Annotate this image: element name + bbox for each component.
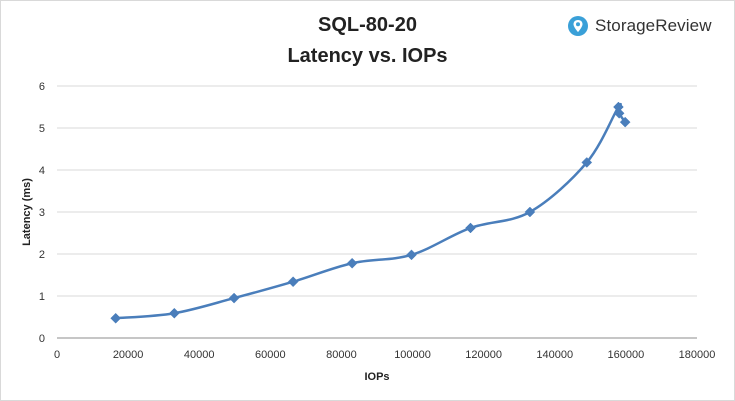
storagereview-logo-icon bbox=[568, 16, 588, 36]
series-markers bbox=[110, 101, 631, 324]
data-point-marker bbox=[287, 276, 299, 288]
x-axis-label: IOPs bbox=[364, 371, 389, 383]
data-point-marker bbox=[110, 312, 122, 324]
logo-text: StorageReview bbox=[595, 16, 712, 35]
y-tick-label: 0 bbox=[39, 333, 45, 345]
y-tick-label: 4 bbox=[39, 165, 45, 177]
data-point-marker bbox=[465, 222, 476, 234]
data-point-marker bbox=[581, 157, 593, 168]
x-tick-label: 60000 bbox=[255, 349, 286, 361]
y-tick-label: 3 bbox=[39, 207, 45, 219]
x-tick-label: 120000 bbox=[465, 349, 502, 361]
y-tick-label: 2 bbox=[39, 249, 45, 261]
chart-title: SQL-80-20 bbox=[318, 14, 417, 36]
series-line bbox=[115, 102, 627, 320]
x-tick-label: 0 bbox=[54, 349, 60, 361]
data-point-marker bbox=[346, 257, 358, 269]
data-point-marker bbox=[228, 292, 240, 304]
storagereview-logo: StorageReview bbox=[567, 14, 712, 38]
chart-subtitle: Latency vs. IOPs bbox=[287, 45, 448, 67]
x-tick-label: 40000 bbox=[184, 349, 215, 361]
x-tick-labels: 0 20000 40000 60000 80000 100000 120000 140000 1… bbox=[54, 349, 715, 361]
x-tick-label: 100000 bbox=[394, 349, 431, 361]
y-tick-label: 5 bbox=[39, 123, 45, 135]
data-point-marker bbox=[168, 307, 180, 319]
x-tick-label: 160000 bbox=[608, 349, 645, 361]
gridlines bbox=[57, 85, 697, 297]
data-point-marker bbox=[619, 116, 631, 128]
y-tick-labels: 0 1 2 3 4 5 6 bbox=[39, 81, 45, 345]
x-tick-label: 180000 bbox=[679, 349, 716, 361]
y-tick-label: 6 bbox=[39, 81, 45, 93]
y-axis-label: Latency (ms) bbox=[21, 178, 33, 246]
x-tick-label: 80000 bbox=[326, 349, 357, 361]
data-point-marker bbox=[406, 249, 417, 261]
x-tick-label: 20000 bbox=[113, 349, 144, 361]
y-tick-label: 1 bbox=[39, 291, 45, 303]
data-point-marker bbox=[524, 206, 536, 218]
x-tick-label: 140000 bbox=[536, 349, 573, 361]
data-point-marker bbox=[613, 107, 625, 119]
